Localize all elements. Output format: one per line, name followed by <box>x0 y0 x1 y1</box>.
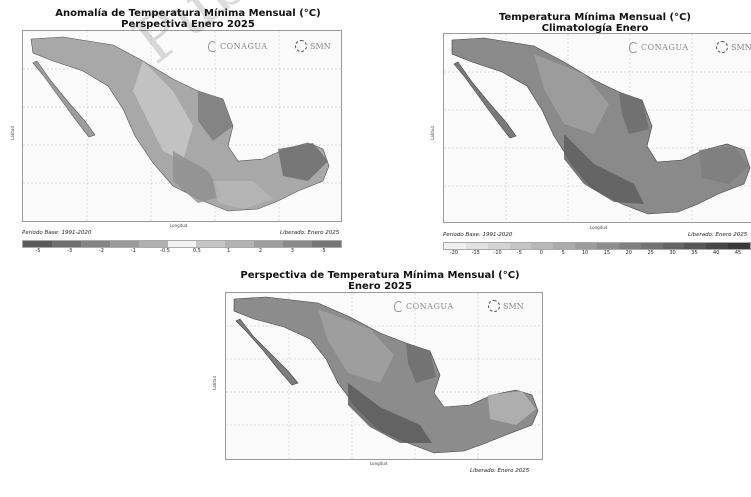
anomaly-map: CONAGUA SMN <box>22 30 342 222</box>
climatology-xlabel: Longitud <box>590 225 608 230</box>
colorbar-tick-label: 0.5 <box>192 248 201 254</box>
anomaly-smn-text: SMN <box>310 41 331 51</box>
colorbar-tick-label: 25 <box>647 250 654 256</box>
climatology-map: CONAGUA SMN <box>443 33 751 223</box>
anomaly-title-line1: Anomalía de Temperatura Mínima Mensual (… <box>55 8 321 19</box>
forecast-conagua-text: CONAGUA <box>406 302 454 311</box>
colorbar-tick-label: -3 <box>67 248 73 254</box>
anomaly-conagua-text: CONAGUA <box>220 42 268 51</box>
forecast-xlabel: Longitud <box>370 461 388 466</box>
forecast-title-line2: Enero 2025 <box>348 281 412 292</box>
climatology-map-svg <box>444 34 751 222</box>
colorbar-tick-label: -1 <box>130 248 136 254</box>
colorbar-tick-label: 5 <box>561 250 565 256</box>
climatology-release-note: Liberado: Enero 2025 <box>688 232 748 238</box>
conagua-drop-icon <box>629 42 638 53</box>
climatology-colorbar-ticks: -20 -15 -10 -5 0 5 10 15 20 25 30 35 40 45 <box>443 250 749 258</box>
colorbar-tick-label: -2 <box>99 248 104 254</box>
colorbar-tick-label: -0.5 <box>160 248 170 254</box>
colorbar-tick-label: 45 <box>734 250 742 256</box>
colorbar-tick-label: -15 <box>471 250 480 256</box>
anomaly-title: Anomalía de Temperatura Mínima Mensual (… <box>18 8 358 30</box>
climatology-conagua-logo: CONAGUA <box>629 42 689 53</box>
colorbar-tick-label: 1 <box>227 248 231 254</box>
smn-globe-icon <box>716 41 728 53</box>
anomaly-smn-logo: SMN <box>295 40 331 52</box>
climatology-period-note: Periodo Base: 1991-2020 <box>443 232 513 238</box>
forecast-map: CONAGUA SMN <box>225 292 543 460</box>
conagua-drop-icon <box>208 41 217 52</box>
climatology-title: Temperatura Mínima Mensual (°C) Climatol… <box>440 12 750 34</box>
colorbar-tick-label: 0 <box>539 250 543 256</box>
climatology-title-line2: Climatología Enero <box>541 23 649 34</box>
climatology-colorbar <box>443 242 751 250</box>
forecast-smn-text: SMN <box>503 301 524 311</box>
anomaly-title-line2: Perspectiva Enero 2025 <box>121 19 255 30</box>
anomaly-colorbar <box>22 240 342 248</box>
climatology-conagua-text: CONAGUA <box>641 43 689 52</box>
colorbar-tick-label: 20 <box>625 250 632 256</box>
anomaly-ylabel: Latitud <box>10 125 15 140</box>
forecast-map-svg <box>226 293 542 459</box>
colorbar-tick-label: 5 <box>322 248 326 254</box>
colorbar-tick-label: 2 <box>258 248 263 254</box>
anomaly-colorbar-ticks: -5 -3 -2 -1 -0.5 0.5 1 2 3 5 <box>22 248 340 256</box>
climatology-title-line1: Temperatura Mínima Mensual (°C) <box>498 12 691 23</box>
smn-globe-icon <box>488 300 500 312</box>
anomaly-map-svg <box>23 31 341 221</box>
colorbar-tick-label: 3 <box>290 248 294 254</box>
colorbar-tick-label: 10 <box>581 250 589 256</box>
forecast-smn-logo: SMN <box>488 300 524 312</box>
conagua-drop-icon <box>394 301 403 312</box>
forecast-conagua-logo: CONAGUA <box>394 301 454 312</box>
colorbar-tick-label: -10 <box>493 250 502 256</box>
climatology-smn-text: SMN <box>731 42 751 52</box>
forecast-title: Perspectiva de Temperatura Mínima Mensua… <box>200 270 560 292</box>
colorbar-tick-label: 15 <box>603 250 611 256</box>
forecast-title-line1: Perspectiva de Temperatura Mínima Mensua… <box>240 270 520 281</box>
colorbar-tick-label: -5 <box>35 248 41 254</box>
colorbar-tick-label: 40 <box>713 250 720 256</box>
colorbar-tick-label: 30 <box>669 250 676 256</box>
colorbar-tick-label: -5 <box>517 250 522 256</box>
colorbar-tick-label: 35 <box>691 250 698 256</box>
colorbar-tick-label: -20 <box>449 250 459 256</box>
smn-globe-icon <box>295 40 307 52</box>
forecast-ylabel: Latitud <box>212 375 217 390</box>
climatology-ylabel: Latitud <box>430 125 435 140</box>
anomaly-release-note: Liberado: Enero 2025 <box>280 230 340 236</box>
anomaly-xlabel: Longitud <box>170 223 188 228</box>
forecast-release-note: Liberado: Enero 2025 <box>470 468 530 474</box>
climatology-smn-logo: SMN <box>716 41 751 53</box>
anomaly-conagua-logo: CONAGUA <box>208 41 268 52</box>
anomaly-period-note: Periodo Base: 1991-2020 <box>22 230 92 236</box>
